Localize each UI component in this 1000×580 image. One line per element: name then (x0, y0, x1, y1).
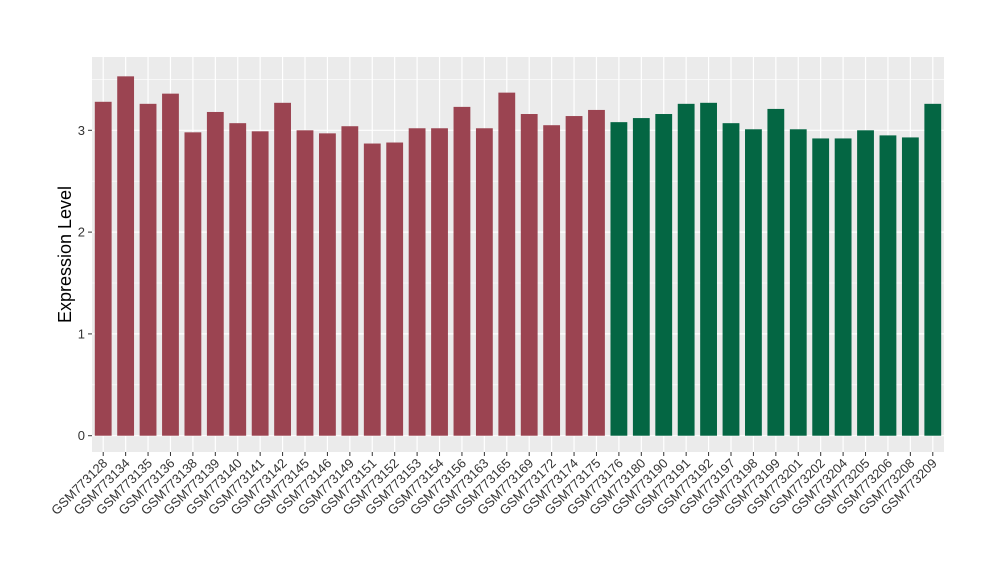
bar-GSM773142 (274, 102, 291, 436)
bar-GSM773176 (610, 122, 628, 436)
bar-GSM773202 (812, 138, 830, 436)
bar-GSM773152 (386, 142, 404, 436)
bar-GSM773153 (408, 128, 426, 436)
y-axis-title: Expression Level (55, 186, 75, 323)
bars (94, 76, 942, 436)
bar-GSM773197 (722, 123, 740, 436)
bar-GSM773128 (94, 101, 112, 436)
bar-GSM773140 (229, 123, 247, 436)
bar-GSM773163 (475, 128, 493, 436)
bar-GSM773136 (162, 93, 179, 436)
bar-GSM773180 (632, 118, 650, 436)
y-tick-label: 1 (78, 326, 85, 341)
bar-GSM773151 (363, 143, 381, 436)
bar-GSM773139 (206, 111, 224, 436)
x-axis: GSM773128GSM773134GSM773135GSM773136GSM7… (48, 452, 940, 518)
y-tick-label: 0 (78, 428, 85, 443)
bar-GSM773174 (565, 116, 583, 436)
bar-GSM773138 (184, 132, 202, 436)
bar-GSM773146 (319, 133, 336, 436)
bar-GSM773192 (700, 102, 717, 436)
bar-GSM773175 (588, 109, 605, 436)
bar-GSM773141 (251, 131, 269, 436)
y-tick-label: 2 (78, 225, 85, 240)
y-tick-label: 3 (78, 123, 85, 138)
bar-GSM773191 (677, 103, 695, 436)
bar-GSM773190 (655, 114, 673, 436)
bar-GSM773201 (789, 129, 807, 436)
bar-GSM773172 (543, 125, 561, 436)
bar-GSM773205 (857, 130, 874, 436)
bar-GSM773209 (924, 103, 942, 436)
bar-GSM773154 (431, 128, 448, 436)
y-axis: 0 1 2 3 (78, 123, 92, 443)
bar-GSM773134 (117, 76, 135, 436)
bar-GSM773145 (296, 130, 314, 436)
bar-GSM773165 (498, 92, 516, 436)
bar-GSM773208 (901, 137, 919, 436)
bar-GSM773149 (341, 126, 359, 436)
bar-GSM773199 (767, 108, 785, 436)
bar-GSM773169 (520, 114, 538, 436)
bar-GSM773156 (453, 106, 471, 436)
bar-GSM773204 (834, 138, 852, 436)
bar-GSM773135 (139, 103, 157, 436)
bar-GSM773198 (745, 129, 762, 436)
bar-GSM773206 (879, 135, 897, 436)
